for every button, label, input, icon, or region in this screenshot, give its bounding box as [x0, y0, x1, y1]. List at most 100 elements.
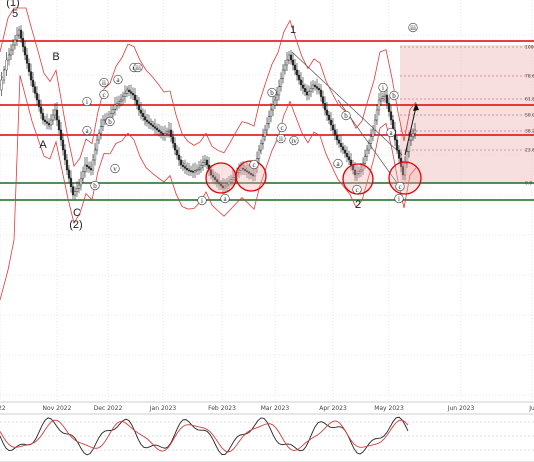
- wave-label: 1: [290, 24, 296, 36]
- candle-body: [53, 109, 57, 116]
- candle-body: [193, 170, 197, 173]
- candle-body: [301, 84, 305, 89]
- candle-body: [387, 103, 391, 112]
- candle-body: [43, 119, 47, 122]
- candle-body: [151, 124, 155, 127]
- candle-body: [277, 86, 281, 96]
- candle-body: [389, 111, 393, 121]
- candle-body: [25, 54, 29, 64]
- candle-body: [347, 156, 351, 161]
- stochastic-d-line: [0, 419, 409, 453]
- candle-body: [117, 101, 121, 104]
- wave-sub-circle: [395, 181, 405, 192]
- candle-body: [21, 38, 25, 47]
- candle-body: [379, 98, 383, 101]
- candle-body: [201, 162, 205, 166]
- wave-sub-circle: [341, 110, 351, 121]
- wave-sub-label: a: [85, 127, 89, 135]
- candle-body: [313, 84, 317, 87]
- wave-sub-label: a: [223, 195, 227, 203]
- candle-body: [375, 109, 379, 121]
- candle-body: [345, 153, 349, 157]
- candle-body: [339, 143, 343, 147]
- candle-body: [77, 184, 81, 189]
- projection-arrow: [404, 106, 417, 156]
- candle-body: [265, 123, 269, 131]
- candle-body: [141, 113, 145, 117]
- candle-body: [19, 29, 23, 39]
- wave-sub-label: i: [86, 98, 88, 106]
- candle-body: [115, 103, 119, 106]
- candle-body: [205, 159, 209, 166]
- wave-label: (2): [69, 219, 82, 231]
- candle-body: [209, 169, 213, 176]
- candle-body: [295, 69, 299, 76]
- candle-body: [127, 89, 131, 92]
- candle-body: [361, 163, 365, 171]
- candle-body: [175, 149, 179, 156]
- candle-body: [177, 154, 181, 161]
- candle-body: [29, 71, 33, 81]
- fib-level-label: 78.6: [525, 74, 534, 80]
- wave-label: A: [39, 139, 47, 151]
- candle-body: [195, 169, 199, 171]
- bollinger-lower: [0, 75, 417, 301]
- wave-sub-circle: [378, 82, 388, 93]
- wave-sub-label: ii: [279, 135, 283, 143]
- candle-body: [397, 149, 401, 159]
- candle-body: [41, 113, 45, 121]
- candle-body: [39, 106, 43, 114]
- candle-body: [281, 69, 285, 79]
- wave-sub-circle: [90, 180, 100, 191]
- candle-body: [49, 119, 53, 126]
- wave-sub-circle: [394, 193, 404, 204]
- candle-body: [119, 99, 123, 102]
- candle-body: [333, 129, 337, 136]
- candle-body: [293, 64, 297, 71]
- fib-level-label: 50.0: [525, 113, 534, 119]
- x-tick-label: May 2023: [374, 405, 404, 412]
- wave-sub-label: a: [389, 129, 393, 137]
- wave-sub-label: v: [113, 165, 117, 173]
- wave-label: B: [52, 51, 59, 63]
- candle-body: [279, 78, 283, 87]
- candle-body: [121, 96, 125, 101]
- candle-body: [93, 149, 97, 161]
- candle-body: [237, 170, 241, 173]
- candle-body: [363, 156, 367, 164]
- candle-body: [87, 166, 91, 169]
- wave-sub-circle: [197, 195, 207, 206]
- candle-body: [37, 99, 41, 107]
- candles: [0, 25, 417, 200]
- candle-body: [287, 54, 291, 61]
- wave-sub-circle: [105, 116, 115, 127]
- wave-sub-label: c: [280, 124, 283, 132]
- wave-label: C: [73, 207, 81, 219]
- candle-body: [161, 133, 165, 136]
- candle-body: [181, 164, 185, 167]
- wave-sub-label: i: [382, 84, 384, 92]
- wave-sub-label: c: [355, 186, 358, 194]
- candle-body: [57, 119, 61, 131]
- candle-body: [369, 136, 373, 144]
- candle-body: [291, 59, 295, 66]
- candle-body: [73, 191, 77, 196]
- candle-body: [231, 177, 235, 180]
- candle-body: [83, 164, 87, 172]
- candle-body: [71, 186, 75, 196]
- candle-body: [97, 133, 101, 141]
- fib-level-label: 38.2: [525, 129, 534, 135]
- candle-body: [111, 109, 115, 114]
- candle-body: [147, 121, 151, 124]
- candle-body: [305, 91, 309, 96]
- wave-sub-label: c: [398, 183, 401, 191]
- support-circle-2: [235, 160, 267, 192]
- candle-body: [259, 143, 263, 151]
- candle-body: [303, 88, 307, 92]
- candle-body: [315, 86, 319, 89]
- x-tick-label: Mar 2023: [261, 405, 290, 412]
- candle-body: [95, 139, 99, 151]
- wave-labels: (1)5BAC(2)12abcabciacbcabcibaciiiiiiivvi…: [6, 0, 418, 231]
- candle-body: [183, 166, 187, 169]
- wave-sub-circle: [333, 158, 343, 169]
